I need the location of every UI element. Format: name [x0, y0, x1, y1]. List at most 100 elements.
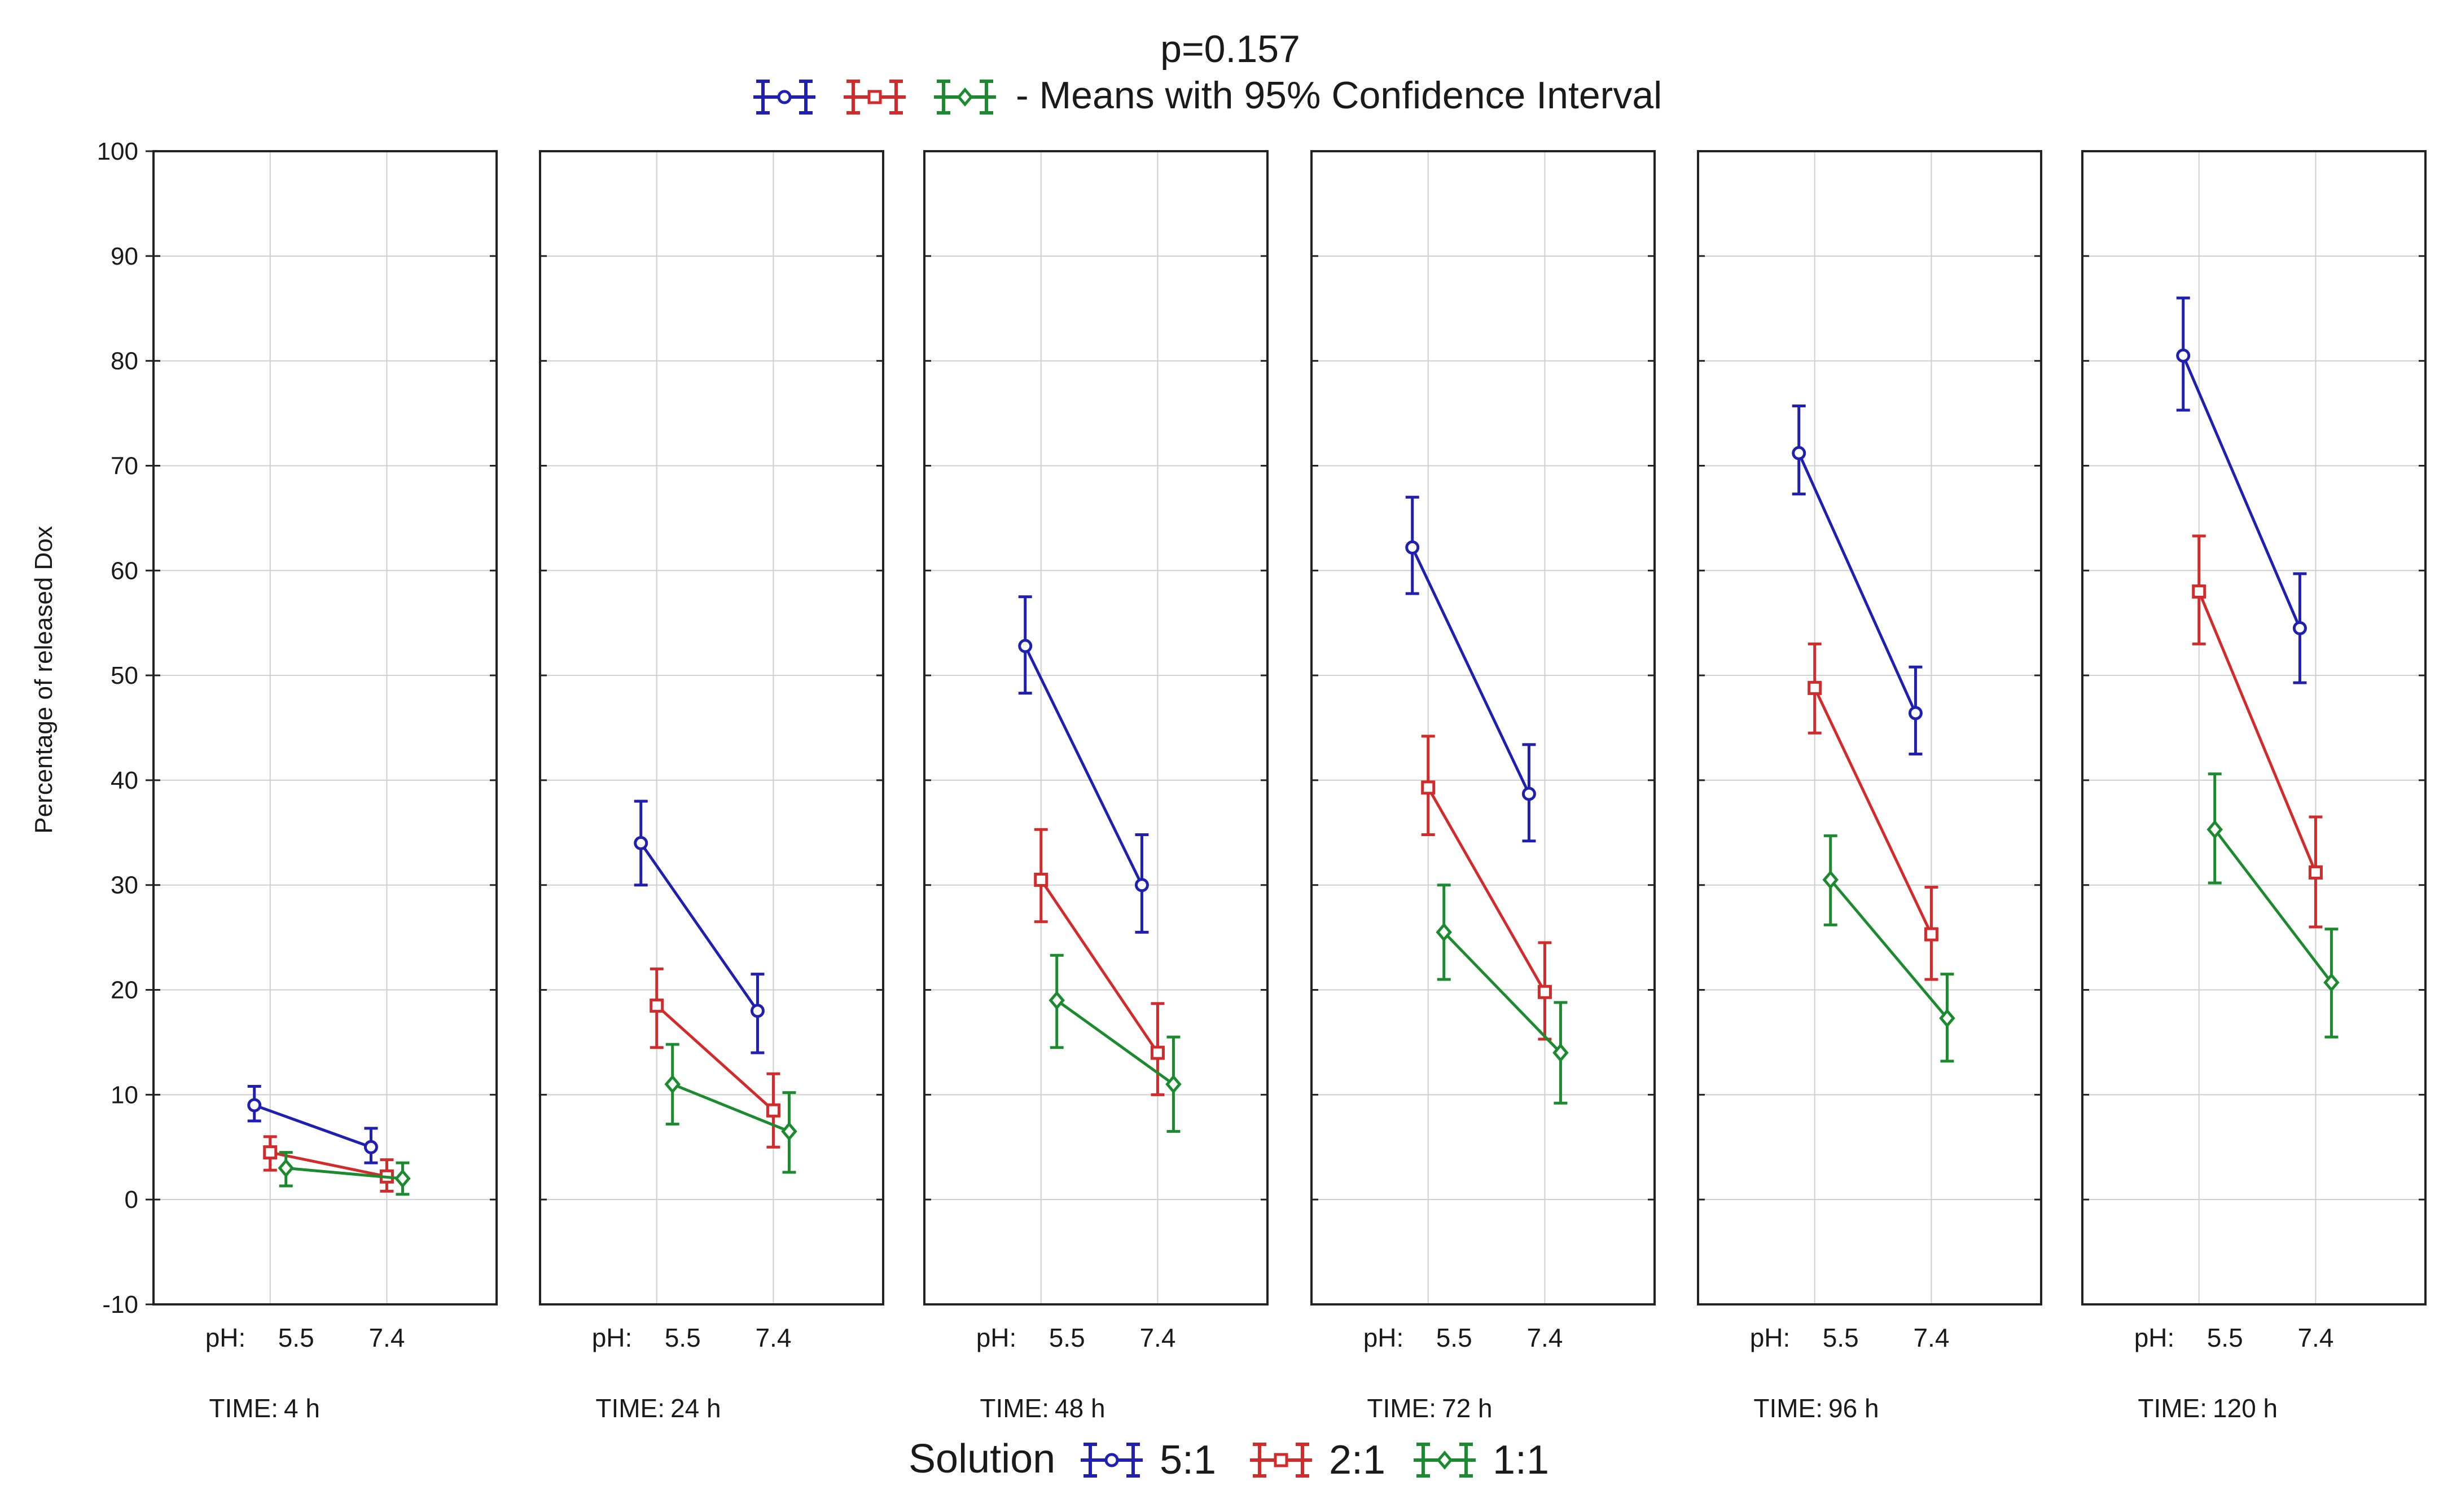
- panel-factor-label: TIME:: [1367, 1394, 1436, 1423]
- x-category-label: 5.5: [1049, 1323, 1085, 1352]
- panel-frame: [152, 150, 498, 1306]
- legend-marker: [957, 87, 973, 107]
- data-point: [2206, 820, 2223, 839]
- data-point: [2192, 584, 2206, 599]
- legend-label: 1:1: [1493, 1438, 1549, 1483]
- panel-time-label: 120 h: [2213, 1394, 2278, 1423]
- data-point: [634, 836, 648, 850]
- x-category-label: 7.4: [369, 1323, 405, 1352]
- panel-factor-label: TIME:: [980, 1394, 1049, 1423]
- y-tick-label: 90: [111, 243, 138, 270]
- data-point: [1808, 680, 1822, 695]
- data-point: [278, 1158, 294, 1178]
- panel-frame: [2081, 150, 2427, 1306]
- series-line: [1039, 879, 1159, 1054]
- data-point: [766, 1103, 780, 1118]
- series-2-1: [650, 967, 780, 1149]
- data-point: [1134, 878, 1149, 893]
- series-line: [1411, 547, 1530, 795]
- bottom-legend: Solution 5:1 2:1 1:1: [909, 1436, 1549, 1483]
- bottom-legend-items: 5:1 2:1 1:1: [1081, 1438, 1549, 1483]
- y-tick-label: 10: [111, 1081, 138, 1109]
- series-1-1: [278, 1151, 411, 1196]
- y-tick-label: 30: [111, 872, 138, 899]
- panel-factor-label: TIME:: [595, 1394, 665, 1423]
- y-tick-label: 80: [111, 348, 138, 375]
- data-point: [247, 1098, 262, 1113]
- series-5-1: [247, 1084, 378, 1164]
- x-category-label: 5.5: [278, 1323, 314, 1352]
- data-point: [1939, 1008, 1955, 1028]
- x-category-label: 7.4: [1139, 1323, 1175, 1352]
- y-axis-ticks: -10 0 10 20 30 40 50 60 70 80 90 100: [97, 138, 153, 1318]
- legend-label: 5:1: [1160, 1438, 1216, 1483]
- legend-symbol: [1414, 1443, 1476, 1478]
- panel: pH: 5.5 7.4 TIME: 120 h: [2081, 150, 2427, 1423]
- data-point: [1552, 1043, 1569, 1062]
- legend-marker: [1104, 1453, 1119, 1467]
- legend-marker: [867, 90, 882, 104]
- x-category-label: 7.4: [755, 1323, 791, 1352]
- data-point: [664, 1074, 681, 1094]
- top-legend-symbol: [844, 80, 906, 115]
- series-line: [1024, 645, 1143, 886]
- data-point: [1792, 446, 1806, 460]
- series-5-1: [1018, 595, 1149, 934]
- top-legend-symbols: [753, 80, 996, 115]
- data-point: [650, 998, 664, 1013]
- data-point: [1924, 927, 1938, 942]
- panel: pH: 5.5 7.4 TIME: 96 h: [1697, 150, 2042, 1423]
- y-tick-label: 40: [111, 767, 138, 794]
- series-2-1: [263, 1135, 394, 1193]
- panel-frame: [1697, 150, 2042, 1306]
- series-2-1: [2192, 534, 2323, 929]
- panel: pH: 5.5 7.4 TIME: 24 h: [539, 150, 884, 1423]
- series-line: [672, 1083, 790, 1133]
- series-line: [253, 1104, 372, 1149]
- series-2-1: [1421, 735, 1552, 1041]
- chart-title: p=0.157: [1160, 28, 1300, 71]
- x-category-label: 5.5: [665, 1323, 701, 1352]
- y-tick-label: 70: [111, 452, 138, 480]
- data-point: [1049, 991, 1065, 1010]
- series-line: [2213, 828, 2333, 984]
- series-line: [286, 1166, 403, 1180]
- series-1-1: [2206, 772, 2340, 1039]
- data-point: [1908, 706, 1923, 720]
- series-1-1: [664, 1043, 797, 1174]
- legend-title: Solution: [909, 1436, 1055, 1482]
- series-line: [1829, 878, 1949, 1019]
- y-tick-label: 50: [111, 662, 138, 689]
- data-point: [1150, 1045, 1165, 1060]
- y-tick-label: 60: [111, 557, 138, 584]
- series-line: [2197, 591, 2317, 873]
- data-point: [1537, 984, 1552, 999]
- panel-frame: [923, 150, 1269, 1306]
- data-point: [1521, 786, 1536, 801]
- x-factor-label: pH:: [2134, 1323, 2175, 1352]
- top-legend: - Means with 95% Confidence Interval: [753, 74, 1662, 117]
- data-point: [263, 1145, 278, 1160]
- y-tick-label: 100: [97, 138, 138, 165]
- legend-marker: [1274, 1453, 1288, 1467]
- data-point: [1822, 870, 1839, 890]
- data-point: [1436, 922, 1452, 942]
- data-point: [2308, 865, 2323, 880]
- legend-label: 2:1: [1329, 1438, 1385, 1483]
- y-tick-label: 0: [125, 1186, 138, 1214]
- legend-symbol: [1250, 1443, 1312, 1478]
- top-legend-symbol: [753, 80, 815, 115]
- y-axis-label: Percentage of released Dox: [30, 526, 58, 833]
- panel-factor-label: TIME:: [1753, 1394, 1823, 1423]
- panel-factor-label: TIME:: [209, 1394, 278, 1423]
- data-point: [1034, 872, 1049, 887]
- series-1-1: [1436, 884, 1569, 1105]
- series-5-1: [1405, 495, 1536, 843]
- x-category-label: 7.4: [1526, 1323, 1563, 1352]
- top-legend-symbol: [934, 80, 996, 115]
- x-category-label: 5.5: [1436, 1323, 1472, 1352]
- x-category-label: 5.5: [1823, 1323, 1859, 1352]
- x-category-label: 5.5: [2207, 1323, 2243, 1352]
- series-5-1: [1792, 405, 1923, 755]
